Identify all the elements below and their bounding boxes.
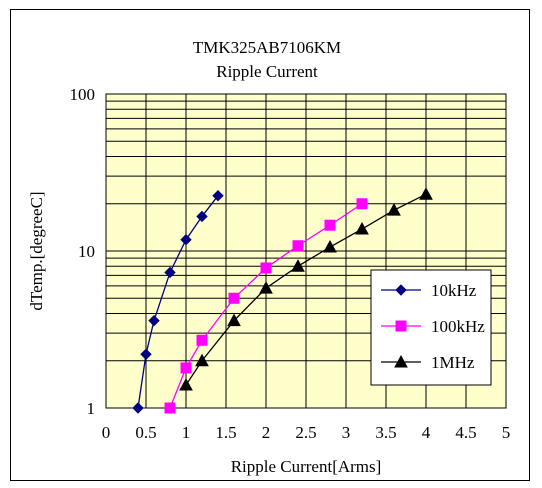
diamond-marker (140, 348, 152, 360)
series-layer (132, 187, 433, 414)
diamond-marker (395, 284, 407, 296)
legend-box (370, 269, 492, 386)
triangle-marker (323, 239, 337, 253)
triangle-marker (394, 354, 408, 368)
square-marker (395, 320, 407, 332)
x-axis-label: Ripple Current[Arms] (231, 457, 382, 476)
legend-item: 100kHz (381, 317, 485, 336)
triangle-marker (355, 221, 369, 235)
y-tick-label: 10 (78, 242, 95, 261)
x-tick-labels: 0 0.5 1 1.5 2 2.5 3 3.5 4 4.5 5 (102, 423, 511, 442)
series-100kHz (164, 198, 368, 414)
triangle-marker (419, 187, 433, 200)
square-marker (164, 402, 176, 414)
legend-label: 1MHz (431, 353, 475, 372)
legend-item: 10kHz (381, 281, 477, 300)
triangle-marker (227, 313, 241, 327)
diamond-marker (132, 402, 144, 414)
chart-subtitle: Ripple Current (216, 62, 318, 81)
legend: 10kHz 100kHz 1MHz (370, 269, 492, 386)
legend-label: 100kHz (431, 317, 485, 336)
x-tick-label: 1.5 (215, 423, 236, 442)
chart-frame: TMK325AB7106KM Ripple Current 0 0.5 1 1.5 2 2… (10, 9, 530, 481)
square-marker (180, 362, 192, 374)
x-tick-label: 5 (502, 423, 511, 442)
triangle-marker (291, 259, 305, 272)
x-tick-label: 3 (342, 423, 351, 442)
x-tick-label: 4.5 (455, 423, 476, 442)
chart-svg: TMK325AB7106KM Ripple Current 0 0.5 1 1.5 2 2… (27, 38, 511, 476)
square-marker (324, 219, 336, 231)
diamond-marker (196, 210, 208, 223)
triangle-marker (259, 281, 273, 294)
x-tick-label: 2 (262, 423, 271, 442)
legend-label: 10kHz (431, 281, 477, 300)
x-tick-label: 0.5 (135, 423, 156, 442)
square-marker (196, 334, 208, 346)
triangle-marker (179, 378, 193, 391)
square-marker (292, 240, 304, 252)
diamond-marker (180, 234, 192, 246)
x-tick-label: 2.5 (295, 423, 316, 442)
series-1MHz (179, 187, 433, 391)
square-marker (356, 198, 368, 210)
legend-item: 1MHz (381, 353, 475, 372)
diamond-marker (212, 190, 224, 202)
triangle-marker (387, 203, 401, 216)
series-10kHz (132, 190, 224, 414)
x-tick-label: 3.5 (375, 423, 396, 442)
x-tick-label: 4 (422, 423, 431, 442)
square-marker (228, 292, 240, 304)
x-tick-label: 0 (102, 423, 111, 442)
diamond-marker (164, 266, 176, 279)
y-tick-labels: 1 10 100 (70, 85, 96, 418)
square-marker (260, 262, 272, 274)
diamond-marker (148, 314, 160, 327)
triangle-marker (195, 353, 209, 367)
y-tick-label: 1 (87, 399, 96, 418)
y-tick-label: 100 (70, 85, 96, 104)
chart-title: TMK325AB7106KM (193, 38, 341, 57)
y-axis-label: dTemp.[degreeC] (27, 191, 46, 310)
x-tick-label: 1 (182, 423, 191, 442)
